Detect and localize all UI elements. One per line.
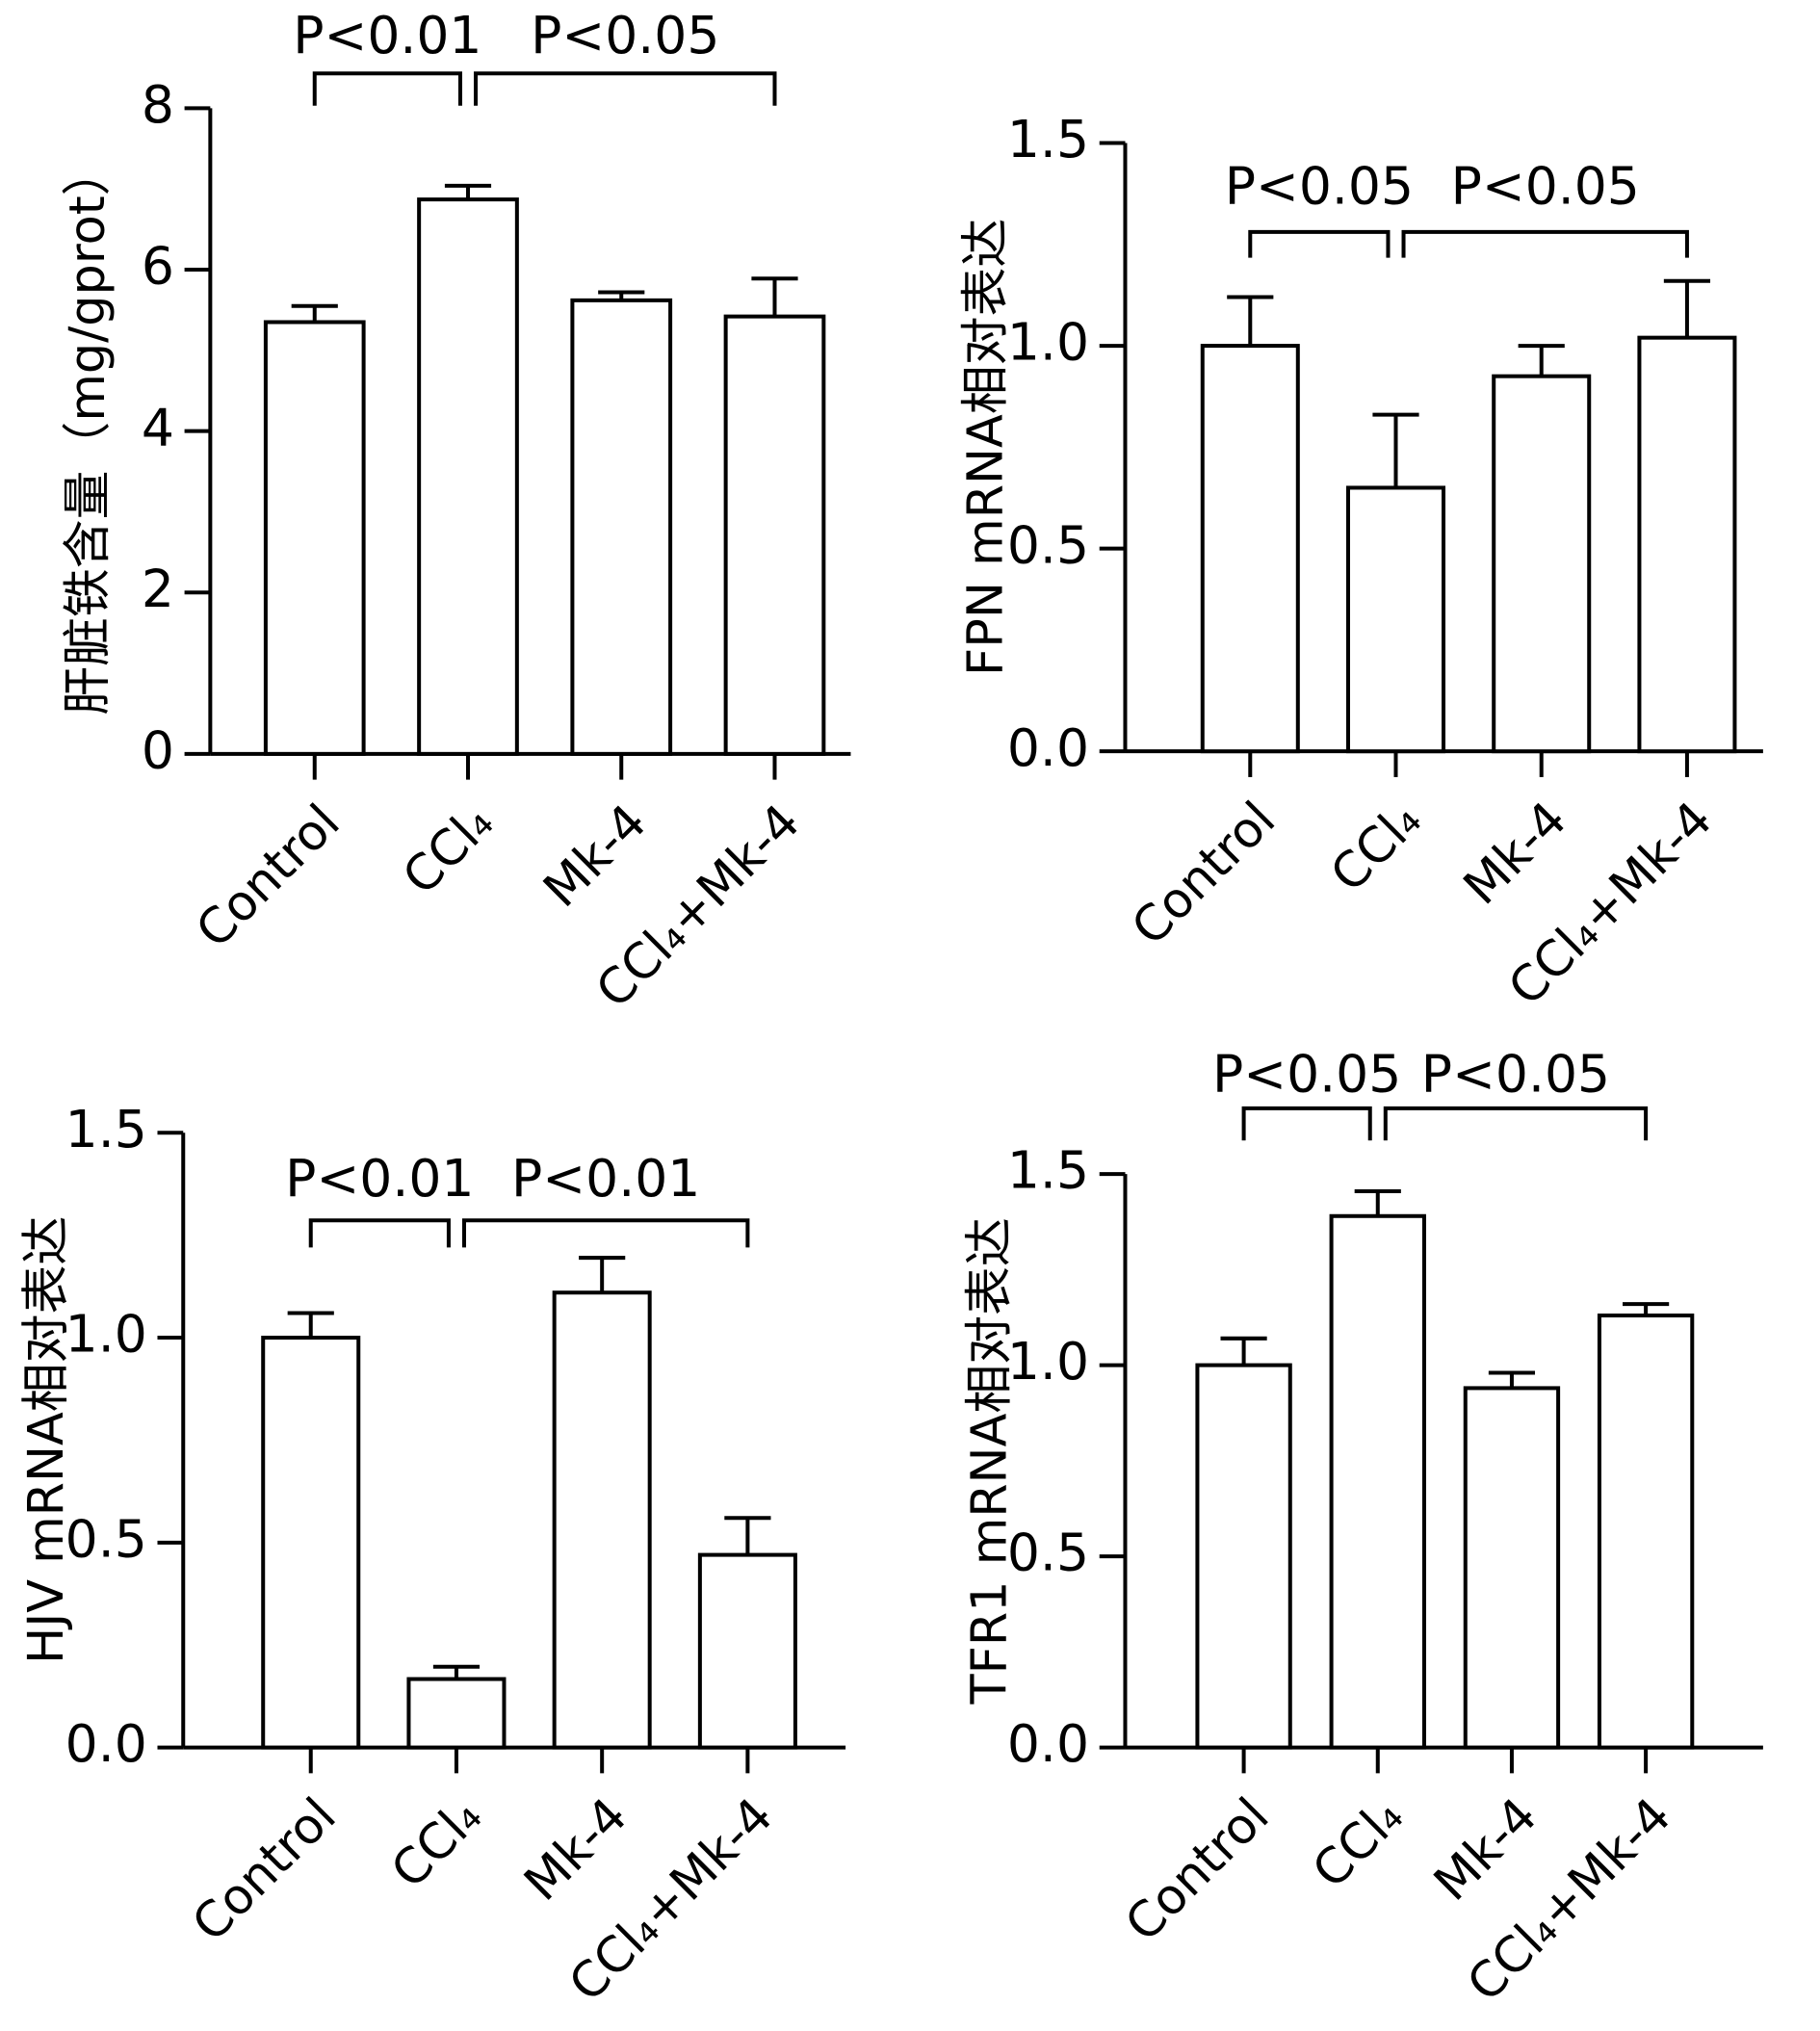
x-tick-label: Mk-4 xyxy=(513,1786,637,1911)
y-tick-label: 1.0 xyxy=(1007,312,1089,373)
bar xyxy=(552,1290,652,1750)
y-tick-label: 0.5 xyxy=(1007,514,1089,575)
bar xyxy=(1345,485,1446,754)
y-axis-label: TFR1 mRNA相对表达 xyxy=(961,1217,1018,1705)
y-tick-label: 1.0 xyxy=(1007,1331,1089,1392)
y-tick-label: 1.5 xyxy=(1007,109,1089,169)
x-tick-label: CCl₄ xyxy=(380,1786,492,1898)
y-tick-label: 2 xyxy=(142,559,174,619)
significance-bracket xyxy=(1401,229,1689,258)
bar xyxy=(697,1552,797,1750)
x-tick-label: CCl₄ xyxy=(1302,1786,1414,1898)
significance-label: P<0.05 xyxy=(1212,1043,1401,1104)
y-tick-label: 4 xyxy=(142,397,174,457)
y-tick-label: 0.5 xyxy=(1007,1523,1089,1583)
x-tick-label: Mk-4 xyxy=(1423,1786,1547,1911)
bar xyxy=(261,1336,361,1750)
x-tick-label: Mk-4 xyxy=(533,794,657,918)
bar xyxy=(1195,1363,1292,1750)
x-tick-label: Control xyxy=(185,794,351,959)
y-axis-label: FPN mRNA相对表达 xyxy=(957,219,1014,676)
significance-label: P<0.01 xyxy=(285,1148,474,1209)
x-tick-label: CCl₄ xyxy=(1319,791,1431,902)
significance-bracket xyxy=(1248,229,1391,258)
x-tick-label: Mk-4 xyxy=(1452,791,1576,915)
y-tick-label: 0.0 xyxy=(65,1713,147,1774)
y-tick-label: 8 xyxy=(142,74,174,135)
y-tick-label: 0.0 xyxy=(1007,717,1089,778)
bar xyxy=(1597,1313,1695,1750)
y-tick-label: 0.0 xyxy=(1007,1713,1089,1774)
bar xyxy=(1492,374,1592,754)
y-tick-label: 1.5 xyxy=(65,1099,147,1159)
significance-bracket xyxy=(1383,1106,1649,1141)
y-axis-label: 肝脏铁含量（mg/gprot） xyxy=(59,147,116,716)
bar xyxy=(1637,335,1737,754)
bar xyxy=(570,298,673,756)
significance-bracket xyxy=(308,1218,451,1248)
y-tick-label: 1.0 xyxy=(65,1304,147,1365)
bar xyxy=(1463,1386,1561,1750)
bar xyxy=(406,1677,507,1750)
x-tick-label: Control xyxy=(1121,791,1287,956)
y-tick-label: 6 xyxy=(142,236,174,297)
bar xyxy=(1200,344,1300,754)
bar xyxy=(723,314,826,756)
x-tick-label: Control xyxy=(181,1786,347,1952)
significance-label: P<0.01 xyxy=(511,1148,700,1209)
y-tick-label: 1.5 xyxy=(1007,1140,1089,1201)
significance-bracket xyxy=(474,71,777,106)
bar xyxy=(1329,1213,1426,1750)
significance-label: P<0.05 xyxy=(1451,155,1640,216)
significance-bracket xyxy=(461,1218,750,1248)
significance-bracket xyxy=(1241,1106,1372,1141)
y-tick-label: 0 xyxy=(142,719,174,780)
significance-label: P<0.05 xyxy=(531,5,719,65)
y-axis-label: HJV mRNA相对表达 xyxy=(17,1216,74,1664)
significance-bracket xyxy=(312,71,462,106)
bar xyxy=(417,197,519,756)
x-tick-label: Control xyxy=(1114,1786,1280,1952)
significance-label: P<0.05 xyxy=(1225,155,1414,216)
significance-label: P<0.01 xyxy=(293,5,481,65)
bar xyxy=(263,320,366,756)
y-tick-label: 0.5 xyxy=(65,1508,147,1569)
x-tick-label: CCl₄ xyxy=(392,794,504,905)
significance-label: P<0.05 xyxy=(1421,1043,1610,1104)
